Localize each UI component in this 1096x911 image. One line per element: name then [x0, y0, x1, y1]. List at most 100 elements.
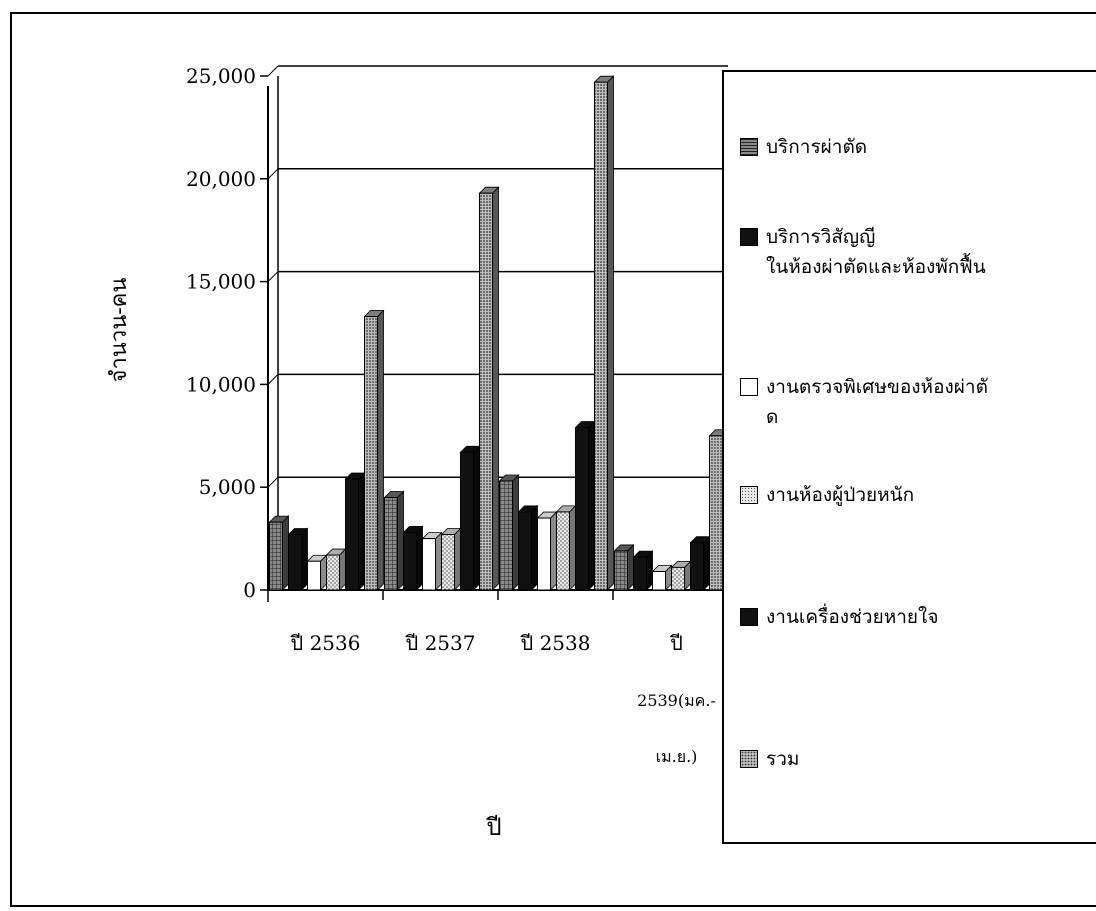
bar [632, 550, 654, 591]
bar-front [614, 550, 628, 591]
bar [613, 543, 635, 591]
bar-side [607, 75, 614, 591]
chart-legend: บริการผ่าตัดบริการวิสัญญี ในห้องผ่าตัดแล… [722, 70, 1096, 844]
bar-front [518, 511, 532, 591]
legend-item: บริการวิสัญญี ในห้องผ่าตัดและห้องพักฟื้น [740, 222, 986, 282]
x-axis-title: ปี [485, 813, 501, 841]
bar [651, 564, 673, 591]
bar-front [288, 533, 302, 591]
bar-front [671, 566, 685, 591]
legend-swatch [740, 378, 758, 396]
bar-side [301, 527, 308, 591]
bar [498, 474, 520, 591]
y-tick-label: 10,000 [186, 372, 256, 396]
gridline-side [267, 476, 279, 488]
y-tick-label: 20,000 [186, 167, 256, 191]
legend-label: งานตรวจพิเศษของห้องผ่าตั ด [766, 376, 988, 428]
bar-front [556, 511, 570, 591]
bar [402, 525, 424, 591]
bar [459, 445, 481, 591]
bar-side [492, 186, 499, 591]
legend-label: บริการผ่าตัด [766, 136, 868, 158]
bar-front [690, 542, 704, 591]
bar [268, 515, 290, 591]
legend-label: งานเครื่องช่วยหายใจ [766, 606, 939, 628]
x-tick-label: 2539(มค.- [637, 691, 716, 710]
y-axis-title: จำนวน-คน [107, 278, 132, 383]
gridline-side [267, 271, 279, 282]
y-tick-label: 15,000 [186, 270, 256, 294]
legend-label: งานห้องผู้ป่วยหนัก [766, 484, 915, 506]
bar [517, 504, 539, 591]
gridline-side [267, 168, 279, 180]
bar-front [384, 496, 398, 591]
bar-side [531, 504, 538, 591]
legend-item: งานตรวจพิเศษของห้องผ่าตั ด [740, 372, 988, 432]
bar-front [441, 533, 455, 591]
bar-side [397, 490, 404, 591]
bar-front [422, 538, 436, 591]
bar [363, 309, 385, 591]
x-tick-label: ปี [670, 631, 683, 655]
bar [689, 535, 711, 591]
bar [383, 490, 405, 591]
y-tick-label: 5,000 [199, 475, 256, 499]
bar [670, 560, 692, 591]
y-tick-label: 25,000 [186, 64, 256, 88]
bar [555, 504, 577, 591]
chart-frame [10, 12, 1096, 907]
legend-item: งานเครื่องช่วยหายใจ [740, 602, 938, 632]
bar-side [282, 515, 289, 591]
bar-side [454, 527, 461, 591]
x-tick-label: เม.ย.) [656, 747, 698, 766]
bar-front [594, 81, 608, 591]
bar-front [499, 480, 513, 591]
x-tick-label: ปี 2537 [405, 631, 475, 655]
legend-swatch [740, 228, 758, 246]
bar-side [550, 511, 557, 591]
bar-front [326, 554, 340, 591]
bar [574, 420, 596, 591]
bar-front [364, 316, 378, 591]
legend-swatch [740, 138, 758, 156]
bar [306, 554, 328, 591]
bar-side [569, 504, 576, 591]
legend-item: รวม [740, 744, 799, 774]
bar-side [588, 420, 595, 591]
bar-front [575, 427, 589, 591]
bar-side [339, 548, 346, 591]
bar-side [358, 472, 365, 591]
bar [287, 527, 309, 591]
bar [421, 531, 443, 591]
legend-label: รวม [766, 748, 800, 770]
bar-front [307, 560, 321, 591]
bar [536, 511, 558, 591]
bar-front [269, 521, 283, 591]
bar-side [435, 531, 442, 591]
bar-front [709, 435, 723, 591]
legend-swatch [740, 750, 758, 768]
bar [440, 527, 462, 591]
x-tick-label: ปี 2536 [290, 631, 360, 655]
legend-label: บริการวิสัญญี ในห้องผ่าตัดและห้องพักฟื้น [766, 226, 986, 278]
y-tick-label: 0 [243, 578, 256, 602]
bar-front [633, 556, 647, 591]
bar-side [646, 550, 653, 591]
bar [593, 75, 615, 591]
bar-front [537, 517, 551, 591]
bar [478, 186, 500, 591]
x-tick-label: ปี 2538 [520, 631, 590, 655]
bar-side [377, 309, 384, 591]
bar-side [627, 543, 634, 591]
bar-front [479, 192, 493, 591]
gridline-side [267, 65, 279, 77]
legend-item: บริการผ่าตัด [740, 132, 867, 162]
gridline-side [267, 374, 279, 385]
bar-side [512, 474, 519, 591]
bar-front [345, 478, 359, 591]
bar-side [473, 445, 480, 591]
bar-side [703, 535, 710, 591]
bar-front [460, 451, 474, 591]
legend-swatch [740, 486, 758, 504]
